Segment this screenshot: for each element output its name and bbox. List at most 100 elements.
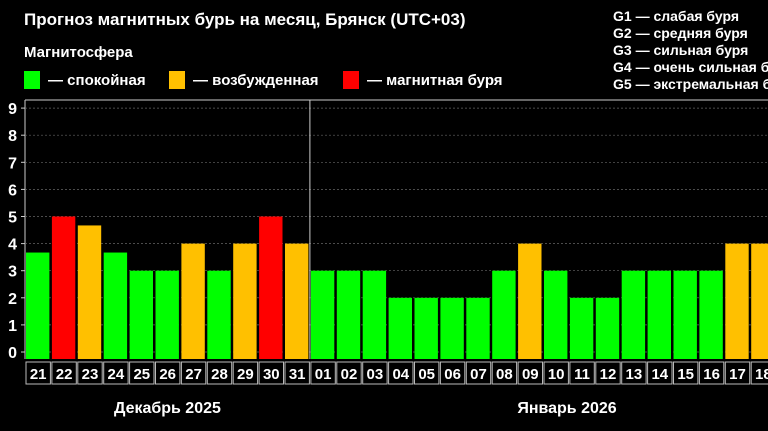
- day-cell: [258, 361, 285, 385]
- y-tick-label: 2: [8, 291, 17, 308]
- day-cell: [310, 361, 336, 385]
- bar: [544, 270, 568, 359]
- bar: [181, 243, 205, 359]
- bar: [362, 270, 387, 359]
- x-tick-label: 04: [392, 366, 409, 383]
- legend-quiet: — спокойная: [24, 71, 146, 89]
- x-tick-label: 17: [729, 366, 746, 383]
- x-tick-label: 27: [185, 366, 202, 383]
- day-cell: [724, 361, 751, 385]
- x-tick-label: 30: [263, 366, 280, 383]
- day-cell: [543, 361, 569, 385]
- x-tick-label: 11: [574, 366, 590, 383]
- day-cell: [206, 361, 233, 385]
- bar: [26, 252, 50, 359]
- bar: [129, 270, 153, 359]
- y-tick-label: 9: [8, 101, 17, 118]
- y-tick-label: 5: [8, 210, 17, 227]
- month-label: Январь 2026: [517, 400, 616, 417]
- x-tick-label: 02: [341, 366, 358, 383]
- bar: [388, 297, 412, 359]
- y-tick-label: 7: [8, 155, 17, 172]
- day-cell: [25, 361, 51, 385]
- day-cell: [673, 361, 699, 385]
- g-scale-item: G2 — средняя буря: [613, 25, 748, 41]
- day-cell: [336, 361, 362, 385]
- x-tick-label: 15: [677, 366, 694, 383]
- legend-label: — магнитная буря: [367, 71, 503, 89]
- bar: [259, 216, 283, 359]
- bar: [569, 297, 594, 359]
- day-cell: [465, 361, 492, 385]
- legend-active: — возбужденная: [169, 71, 319, 89]
- bar: [103, 252, 128, 359]
- x-tick-label: 12: [600, 366, 617, 383]
- bar: [310, 270, 335, 359]
- x-tick-label: 18: [755, 366, 768, 383]
- bar: [336, 270, 361, 359]
- x-tick-label: 10: [548, 366, 565, 383]
- day-cell: [569, 361, 595, 385]
- y-tick-label: 6: [8, 182, 17, 199]
- x-tick-label: 21: [30, 366, 47, 383]
- day-cell: [750, 361, 768, 385]
- bar: [518, 243, 542, 359]
- x-tick-label: 06: [444, 366, 461, 383]
- x-tick-label: 08: [496, 366, 513, 383]
- legend-label: — спокойная: [48, 71, 146, 89]
- month-label: Декабрь 2025: [114, 400, 221, 417]
- x-tick-label: 01: [315, 366, 332, 383]
- x-tick-label: 22: [56, 366, 73, 383]
- chart-title: Прогноз магнитных бурь на месяц, Брянск …: [24, 10, 466, 29]
- x-tick-label: 25: [133, 366, 150, 383]
- bar: [492, 270, 516, 359]
- day-cell: [77, 361, 103, 385]
- x-tick-label: 09: [522, 366, 539, 383]
- bar: [595, 297, 620, 359]
- x-tick-label: 05: [418, 366, 435, 383]
- day-cell: [362, 361, 388, 385]
- x-tick-label: 16: [703, 366, 720, 383]
- y-tick-label: 0: [8, 345, 17, 362]
- day-cell: [595, 361, 621, 385]
- bar: [51, 216, 76, 359]
- day-cell: [698, 361, 725, 385]
- bar: [77, 225, 102, 359]
- bar: [233, 243, 257, 359]
- x-tick-label: 03: [367, 366, 384, 383]
- day-cell: [180, 361, 207, 385]
- bar: [155, 270, 179, 359]
- day-cell: [414, 361, 440, 385]
- bar: [699, 270, 723, 359]
- day-cell: [129, 361, 155, 385]
- day-cell: [155, 361, 181, 385]
- day-cell: [103, 361, 129, 385]
- x-tick-label: 13: [626, 366, 643, 383]
- y-tick-label: 4: [8, 237, 17, 254]
- day-cell: [491, 361, 518, 385]
- bar: [466, 297, 490, 359]
- day-cell: [647, 361, 673, 385]
- legend-swatch: [343, 71, 359, 89]
- bar: [285, 243, 309, 359]
- bar: [647, 270, 671, 359]
- x-tick-label: 14: [651, 366, 668, 383]
- x-tick-label: 28: [211, 366, 228, 383]
- x-tick-label: 26: [159, 366, 176, 383]
- g-scale-item: G3 — сильная буря: [613, 42, 749, 58]
- bar: [751, 243, 768, 359]
- day-cell: [232, 361, 259, 385]
- bar: [414, 297, 438, 359]
- chart-subtitle: Магнитосфера: [24, 44, 133, 61]
- bar: [440, 297, 464, 359]
- day-cell: [51, 361, 77, 385]
- day-cell: [284, 361, 310, 385]
- bar: [621, 270, 646, 359]
- g-scale-item: G1 — слабая буря: [613, 8, 740, 24]
- g-scale-item: G4 — очень сильная буря: [613, 59, 768, 75]
- y-tick-label: 3: [8, 264, 17, 281]
- bar: [725, 243, 749, 359]
- x-tick-label: 23: [82, 366, 99, 383]
- x-tick-label: 24: [108, 366, 125, 383]
- legend-label: — возбужденная: [193, 71, 319, 89]
